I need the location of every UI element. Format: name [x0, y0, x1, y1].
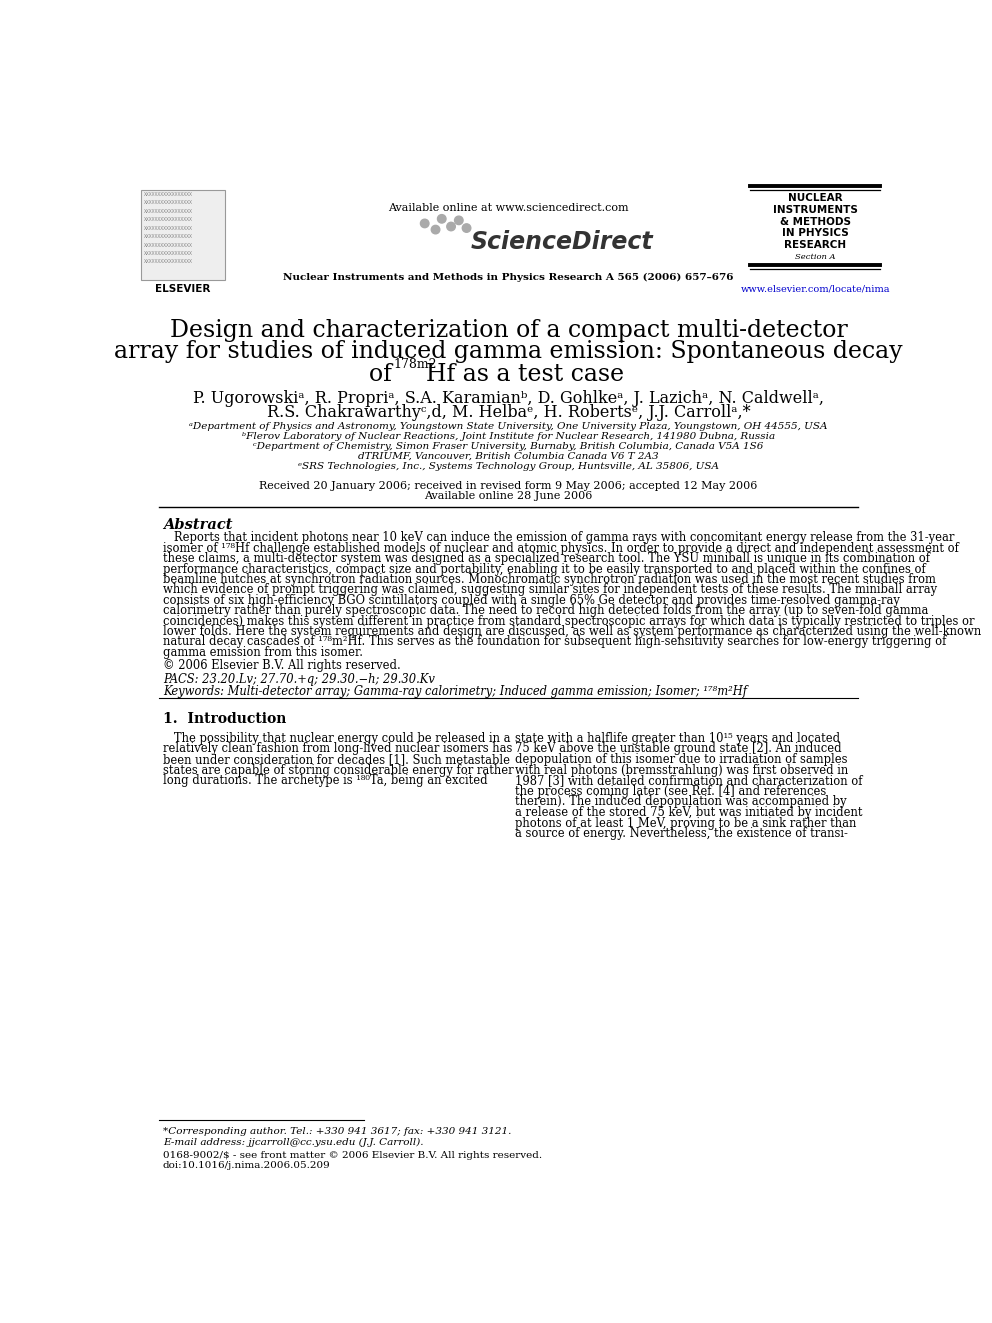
- Text: XXXXXXXXXXXXXXXXX: XXXXXXXXXXXXXXXXX: [144, 209, 193, 213]
- Text: photons of at least 1 MeV, proving to be a sink rather than: photons of at least 1 MeV, proving to be…: [516, 816, 857, 830]
- Text: a source of energy. Nevertheless, the existence of transi-: a source of energy. Nevertheless, the ex…: [516, 827, 848, 840]
- Text: of: of: [369, 363, 399, 386]
- Text: ᵇFlerov Laboratory of Nuclear Reactions, Joint Institute for Nuclear Research, 1: ᵇFlerov Laboratory of Nuclear Reactions,…: [242, 433, 775, 441]
- Text: ᶜDepartment of Chemistry, Simon Fraser University, Burnaby, British Columbia, Ca: ᶜDepartment of Chemistry, Simon Fraser U…: [253, 442, 764, 451]
- Text: states are capable of storing considerable energy for rather: states are capable of storing considerab…: [163, 763, 514, 777]
- Text: P. Ugorowskiᵃ, R. Propriᵃ, S.A. Karamianᵇ, D. Gohlkeᵃ, J. Lazichᵃ, N. Caldwellᵃ,: P. Ugorowskiᵃ, R. Propriᵃ, S.A. Karamian…: [192, 390, 824, 406]
- Text: 178m2: 178m2: [394, 359, 437, 372]
- Circle shape: [454, 216, 463, 225]
- Circle shape: [421, 220, 429, 228]
- Text: Hf as a test case: Hf as a test case: [427, 363, 624, 386]
- Text: relatively clean fashion from long-lived nuclear isomers has: relatively clean fashion from long-lived…: [163, 742, 512, 755]
- Text: Reports that incident photons near 10 keV can induce the emission of gamma rays : Reports that incident photons near 10 ke…: [163, 532, 954, 545]
- Text: Received 20 January 2006; received in revised form 9 May 2006; accepted 12 May 2: Received 20 January 2006; received in re…: [259, 480, 758, 491]
- Text: these claims, a multi-detector system was designed as a specialized research too: these claims, a multi-detector system wa…: [163, 552, 930, 565]
- Text: XXXXXXXXXXXXXXXXX: XXXXXXXXXXXXXXXXX: [144, 226, 193, 230]
- Text: Available online 28 June 2006: Available online 28 June 2006: [425, 491, 592, 500]
- Text: *Corresponding author. Tel.: +330 941 3617; fax: +330 941 3121.: *Corresponding author. Tel.: +330 941 36…: [163, 1127, 511, 1136]
- Text: & METHODS: & METHODS: [780, 217, 851, 226]
- Text: Design and characterization of a compact multi-detector: Design and characterization of a compact…: [170, 319, 847, 341]
- Text: ᵉSRS Technologies, Inc., Systems Technology Group, Huntsville, AL 35806, USA: ᵉSRS Technologies, Inc., Systems Technol…: [298, 462, 719, 471]
- Text: which evidence of prompt triggering was claimed, suggesting similar sites for in: which evidence of prompt triggering was …: [163, 583, 936, 597]
- Text: XXXXXXXXXXXXXXXXX: XXXXXXXXXXXXXXXXX: [144, 242, 193, 247]
- Text: with real photons (bremsstrahlung) was first observed in: with real photons (bremsstrahlung) was f…: [516, 763, 848, 777]
- Text: 1987 [3] with detailed confirmation and characterization of: 1987 [3] with detailed confirmation and …: [516, 774, 863, 787]
- Text: XXXXXXXXXXXXXXXXX: XXXXXXXXXXXXXXXXX: [144, 234, 193, 239]
- Text: state with a halflife greater than 10¹⁵ years and located: state with a halflife greater than 10¹⁵ …: [516, 732, 840, 745]
- Text: doi:10.1016/j.nima.2006.05.209: doi:10.1016/j.nima.2006.05.209: [163, 1160, 330, 1170]
- Text: therein). The induced depopulation was accompanied by: therein). The induced depopulation was a…: [516, 795, 847, 808]
- Circle shape: [462, 224, 471, 233]
- Text: been under consideration for decades [1]. Such metastable: been under consideration for decades [1]…: [163, 753, 510, 766]
- Text: beamline hutches at synchrotron radiation sources. Monochromatic synchrotron rad: beamline hutches at synchrotron radiatio…: [163, 573, 935, 586]
- Text: XXXXXXXXXXXXXXXXX: XXXXXXXXXXXXXXXXX: [144, 251, 193, 257]
- Text: XXXXXXXXXXXXXXXXX: XXXXXXXXXXXXXXXXX: [144, 192, 193, 197]
- Text: dTRIUMF, Vancouver, British Columbia Canada V6 T 2A3: dTRIUMF, Vancouver, British Columbia Can…: [358, 452, 659, 462]
- Text: Abstract: Abstract: [163, 517, 232, 532]
- Text: XXXXXXXXXXXXXXXXX: XXXXXXXXXXXXXXXXX: [144, 259, 193, 265]
- Text: a release of the stored 75 keV, but was initiated by incident: a release of the stored 75 keV, but was …: [516, 806, 863, 819]
- Text: coincidences) makes this system different in practice from standard spectroscopi: coincidences) makes this system differen…: [163, 615, 974, 627]
- Text: E-mail address: jjcarroll@cc.ysu.edu (J.J. Carroll).: E-mail address: jjcarroll@cc.ysu.edu (J.…: [163, 1138, 424, 1147]
- Text: performance characteristics, compact size and portability, enabling it to be eas: performance characteristics, compact siz…: [163, 562, 926, 576]
- Text: Available online at www.sciencedirect.com: Available online at www.sciencedirect.co…: [388, 204, 629, 213]
- Text: isomer of ¹⁷⁸Hf challenge established models of nuclear and atomic physics. In o: isomer of ¹⁷⁸Hf challenge established mo…: [163, 542, 958, 554]
- Text: array for studies of induced gamma emission: Spontaneous decay: array for studies of induced gamma emiss…: [114, 340, 903, 364]
- Circle shape: [446, 222, 455, 230]
- Text: consists of six high-efficiency BGO scintillators coupled with a single 65% Ge d: consists of six high-efficiency BGO scin…: [163, 594, 900, 607]
- Text: gamma emission from this isomer.: gamma emission from this isomer.: [163, 646, 363, 659]
- Text: 1.  Introduction: 1. Introduction: [163, 712, 286, 725]
- Text: www.elsevier.com/locate/nima: www.elsevier.com/locate/nima: [741, 284, 890, 294]
- Text: 0168-9002/$ - see front matter © 2006 Elsevier B.V. All rights reserved.: 0168-9002/$ - see front matter © 2006 El…: [163, 1151, 542, 1159]
- Circle shape: [437, 214, 446, 224]
- Bar: [141, 189, 225, 280]
- Text: long durations. The archetype is ¹⁸⁰Ta, being an excited: long durations. The archetype is ¹⁸⁰Ta, …: [163, 774, 487, 787]
- Text: Section A: Section A: [795, 254, 835, 262]
- Text: Nuclear Instruments and Methods in Physics Research A 565 (2006) 657–676: Nuclear Instruments and Methods in Physi…: [283, 273, 734, 282]
- Text: XXXXXXXXXXXXXXXXX: XXXXXXXXXXXXXXXXX: [144, 217, 193, 222]
- Text: RESEARCH: RESEARCH: [785, 239, 846, 250]
- Text: The possibility that nuclear energy could be released in a: The possibility that nuclear energy coul…: [163, 732, 510, 745]
- Circle shape: [432, 225, 439, 234]
- Text: depopulation of this isomer due to irradiation of samples: depopulation of this isomer due to irrad…: [516, 753, 848, 766]
- Text: natural decay cascades of ¹⁷⁸m²Hf. This serves as the foundation for subsequent : natural decay cascades of ¹⁷⁸m²Hf. This …: [163, 635, 946, 648]
- Text: © 2006 Elsevier B.V. All rights reserved.: © 2006 Elsevier B.V. All rights reserved…: [163, 659, 401, 672]
- Text: the process coming later (see Ref. [4] and references: the process coming later (see Ref. [4] a…: [516, 785, 826, 798]
- Text: 75 keV above the unstable ground state [2]. An induced: 75 keV above the unstable ground state […: [516, 742, 842, 755]
- Text: ᵃDepartment of Physics and Astronomy, Youngstown State University, One Universit: ᵃDepartment of Physics and Astronomy, Yo…: [189, 422, 827, 431]
- Text: R.S. Chakrawarthyᶜ,d, M. Helbaᵉ, H. Robertsᵉ, J.J. Carrollᵃ,*: R.S. Chakrawarthyᶜ,d, M. Helbaᵉ, H. Robe…: [267, 404, 750, 421]
- Text: NUCLEAR: NUCLEAR: [788, 193, 842, 204]
- Text: IN PHYSICS: IN PHYSICS: [782, 228, 849, 238]
- Text: PACS: 23.20.Lv; 27.70.+q; 29.30.−h; 29.30.Kv: PACS: 23.20.Lv; 27.70.+q; 29.30.−h; 29.3…: [163, 673, 434, 687]
- Text: XXXXXXXXXXXXXXXXX: XXXXXXXXXXXXXXXXX: [144, 200, 193, 205]
- Text: lower folds. Here the system requirements and design are discussed, as well as s: lower folds. Here the system requirement…: [163, 624, 981, 638]
- Text: INSTRUMENTS: INSTRUMENTS: [773, 205, 858, 214]
- Text: calorimetry rather than purely spectroscopic data. The need to record high detec: calorimetry rather than purely spectrosc…: [163, 605, 929, 618]
- Text: ScienceDirect: ScienceDirect: [470, 230, 653, 254]
- Text: ELSEVIER: ELSEVIER: [155, 284, 210, 294]
- Text: Keywords: Multi-detector array; Gamma-ray calorimetry; Induced gamma emission; I: Keywords: Multi-detector array; Gamma-ra…: [163, 685, 747, 699]
